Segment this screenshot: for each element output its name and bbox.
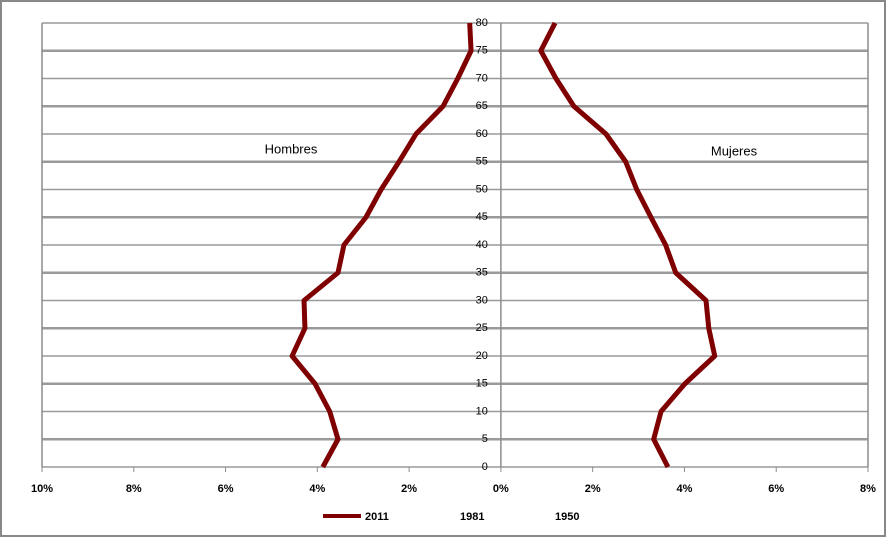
x-tick-label: 0% [493, 483, 509, 495]
legend-label: 1950 [555, 511, 579, 523]
x-tick-label: 8% [860, 483, 876, 495]
y-tick-label: 50 [476, 183, 488, 195]
y-tick-label: 75 [476, 45, 488, 57]
x-tick-label: 2% [585, 483, 601, 495]
annotation: Hombres [265, 141, 318, 156]
legend-label: 2011 [365, 511, 389, 523]
x-tick-label: 4% [309, 483, 325, 495]
x-tick-label: 6% [768, 483, 784, 495]
y-tick-label: 65 [476, 100, 488, 112]
y-tick-label: 30 [476, 294, 488, 306]
line-series [289, 22, 474, 469]
y-tick-label: 20 [476, 350, 488, 362]
y-tick-label: 45 [476, 211, 488, 223]
x-tick-label: 10% [31, 483, 53, 495]
line-series [538, 21, 718, 469]
y-tick-label: 55 [476, 156, 488, 168]
y-tick-label: 70 [476, 72, 488, 84]
y-tick-label: 60 [476, 128, 488, 140]
y-tick-label: 15 [476, 378, 488, 390]
y-tick-label: 25 [476, 322, 488, 334]
y-tick-label: 80 [476, 17, 488, 29]
x-tick-label: 6% [218, 483, 234, 495]
annotation: Mujeres [711, 143, 758, 158]
y-tick-label: 0 [482, 461, 488, 473]
y-tick-label: 10 [476, 405, 488, 417]
legend-label: 1981 [460, 511, 484, 523]
y-tick-label: 40 [476, 239, 488, 251]
y-tick-label: 35 [476, 267, 488, 279]
x-tick-label: 4% [676, 483, 692, 495]
y-tick-label: 5 [482, 433, 488, 445]
x-tick-label: 2% [401, 483, 417, 495]
x-tick-label: 8% [126, 483, 142, 495]
